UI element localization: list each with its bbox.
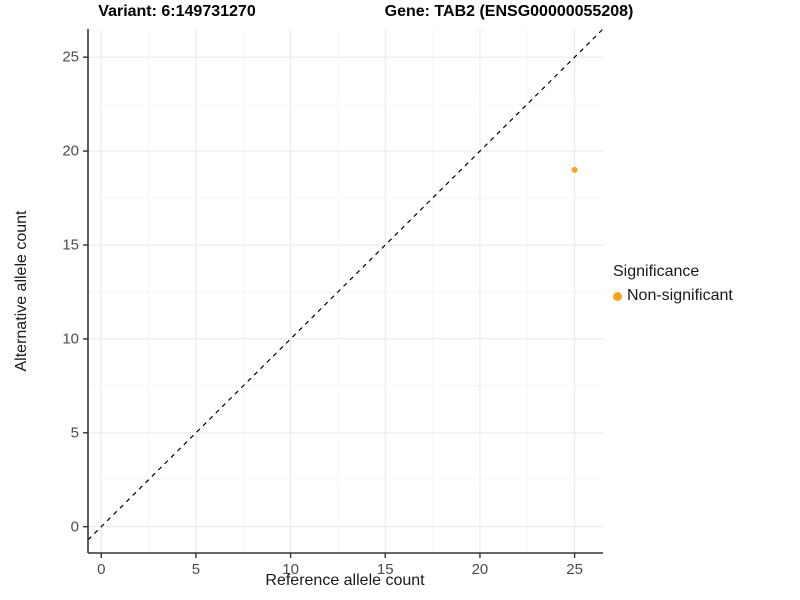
- legend: Significance Non-significant: [613, 263, 733, 305]
- legend-dot-icon: [613, 291, 622, 301]
- x-tick-label: 10: [282, 561, 299, 578]
- x-tick-label: 5: [191, 561, 201, 578]
- y-tick-label: 5: [70, 424, 79, 442]
- y-tick-label: 10: [62, 330, 79, 348]
- legend-item-label: Non-significant: [627, 287, 733, 304]
- y-tick-label: 15: [62, 236, 79, 254]
- y-tick-label: 25: [62, 48, 79, 66]
- data-point: [571, 166, 578, 173]
- x-tick-label: 0: [97, 561, 106, 578]
- x-tick-label: 15: [376, 561, 394, 578]
- variant-title: Variant: 6:149731270: [98, 3, 256, 20]
- legend-title: Significance: [613, 263, 700, 280]
- y-tick-label: 0: [70, 518, 79, 536]
- x-tick-label: 20: [471, 561, 489, 578]
- gene-title: Gene: TAB2 (ENSG00000055208): [384, 3, 634, 20]
- legend-item: Non-significant: [613, 287, 733, 305]
- x-axis-title: Reference allele count: [265, 572, 425, 589]
- identity-reference-line: [87, 28, 604, 541]
- y-tick-label: 20: [62, 142, 79, 160]
- x-tick-label: 25: [566, 561, 583, 578]
